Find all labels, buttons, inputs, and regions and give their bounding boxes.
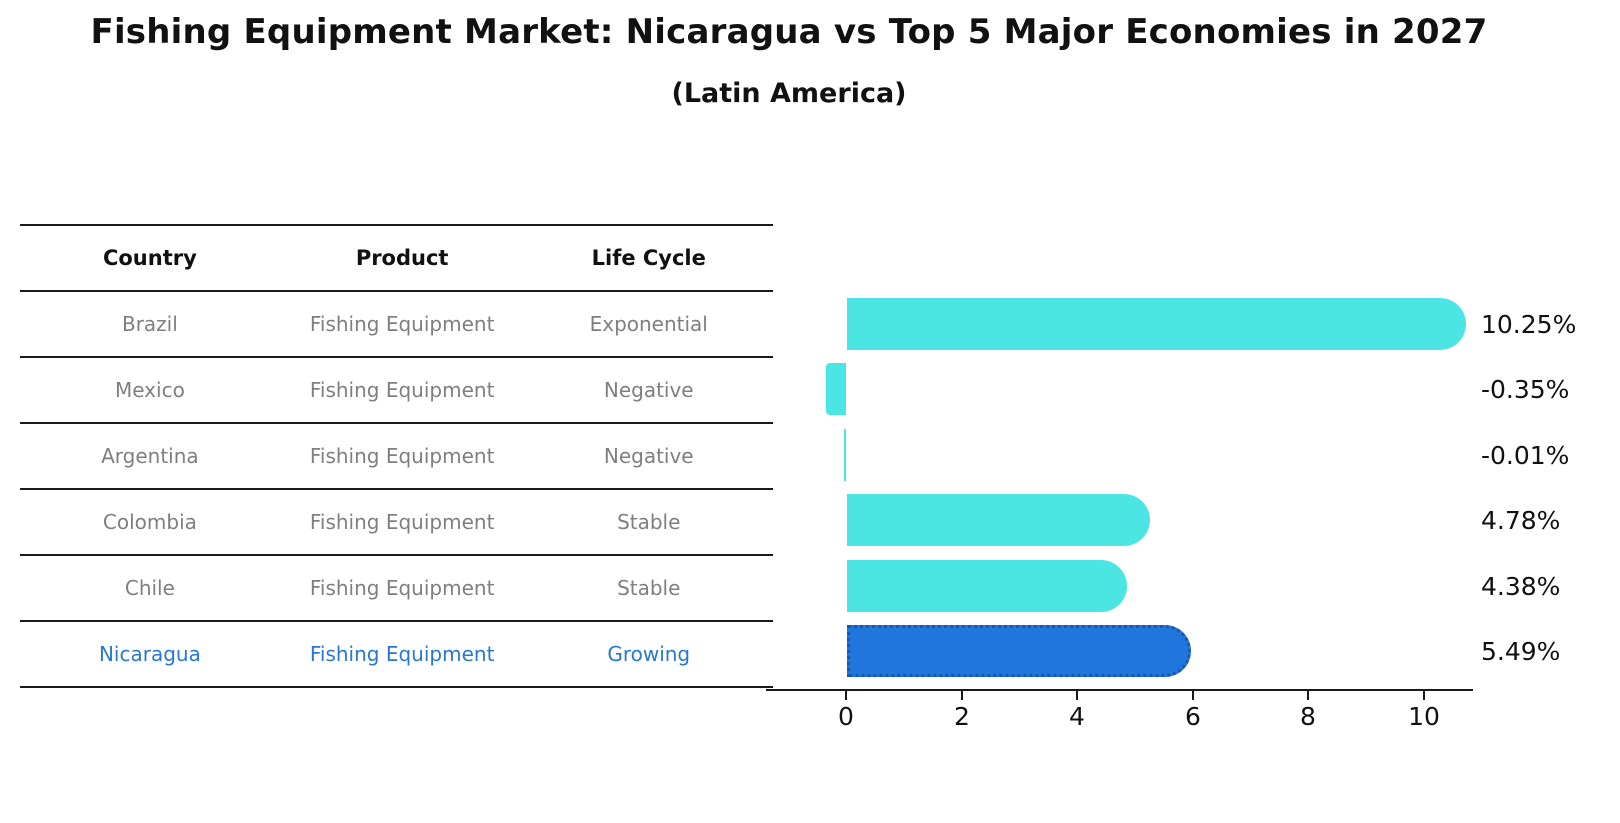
table-row-mexico: Mexico Fishing Equipment Negative (20, 358, 773, 424)
x-tick-label: 6 (1185, 702, 1201, 731)
x-axis-tick (1307, 691, 1309, 700)
x-tick-label: 8 (1300, 702, 1316, 731)
cell-product: Fishing Equipment (309, 576, 495, 600)
cell-product: Fishing Equipment (309, 444, 495, 468)
page-subtitle: (Latin America) (671, 78, 907, 109)
bar-mexico (825, 363, 846, 415)
table-row-brazil: Brazil Fishing Equipment Exponential (20, 292, 773, 358)
cell-life-cycle: Exponential (589, 312, 708, 336)
x-axis-tick (845, 691, 847, 700)
cell-country: Nicaragua (98, 642, 201, 666)
table-row-colombia: Colombia Fishing Equipment Stable (20, 490, 773, 556)
column-header-country: Country (102, 246, 197, 270)
bar-nicaragua (847, 625, 1192, 677)
cell-life-cycle: Stable (617, 510, 681, 534)
cell-life-cycle: Growing (607, 642, 691, 666)
x-tick-label: 2 (954, 702, 970, 731)
value-label-chile: 4.38% (1481, 571, 1561, 601)
cell-life-cycle: Negative (603, 444, 694, 468)
value-label-nicaragua: 5.49% (1481, 636, 1561, 666)
x-axis-tick (1076, 691, 1078, 700)
x-tick-label: 0 (838, 702, 854, 731)
bar-argentina (844, 429, 846, 481)
cell-country: Argentina (101, 444, 199, 468)
table-row-nicaragua: Nicaragua Fishing Equipment Growing (20, 622, 773, 688)
cell-country: Brazil (121, 312, 178, 336)
x-tick-label: 10 (1408, 702, 1440, 731)
cell-product: Fishing Equipment (309, 642, 495, 666)
x-axis-tick (1192, 691, 1194, 700)
value-label-brazil: 10.25% (1481, 309, 1577, 339)
bar-brazil (847, 298, 1467, 350)
bar-colombia (847, 494, 1151, 546)
cell-product: Fishing Equipment (309, 378, 495, 402)
column-header-product: Product (355, 246, 449, 270)
table-header-row: Country Product Life Cycle (20, 226, 773, 292)
table-row-chile: Chile Fishing Equipment Stable (20, 556, 773, 622)
x-axis-line (766, 689, 1473, 691)
value-label-argentina: -0.01% (1481, 440, 1570, 470)
value-label-mexico: -0.35% (1481, 374, 1570, 404)
page-title: Fishing Equipment Market: Nicaragua vs T… (90, 12, 1488, 52)
cell-country: Chile (124, 576, 175, 600)
x-axis-tick (1423, 691, 1425, 700)
x-tick-label: 4 (1069, 702, 1085, 731)
cell-product: Fishing Equipment (309, 510, 495, 534)
value-label-colombia: 4.78% (1481, 505, 1561, 535)
cell-country: Mexico (114, 378, 185, 402)
cell-country: Colombia (102, 510, 197, 534)
cell-life-cycle: Stable (617, 576, 681, 600)
bar-chile (847, 560, 1128, 612)
cell-product: Fishing Equipment (309, 312, 495, 336)
country-table: Country Product Life Cycle Brazil Fishin… (20, 224, 773, 688)
table-row-argentina: Argentina Fishing Equipment Negative (20, 424, 773, 490)
x-axis-tick (961, 691, 963, 700)
column-header-life-cycle: Life Cycle (591, 246, 706, 270)
cell-life-cycle: Negative (603, 378, 694, 402)
